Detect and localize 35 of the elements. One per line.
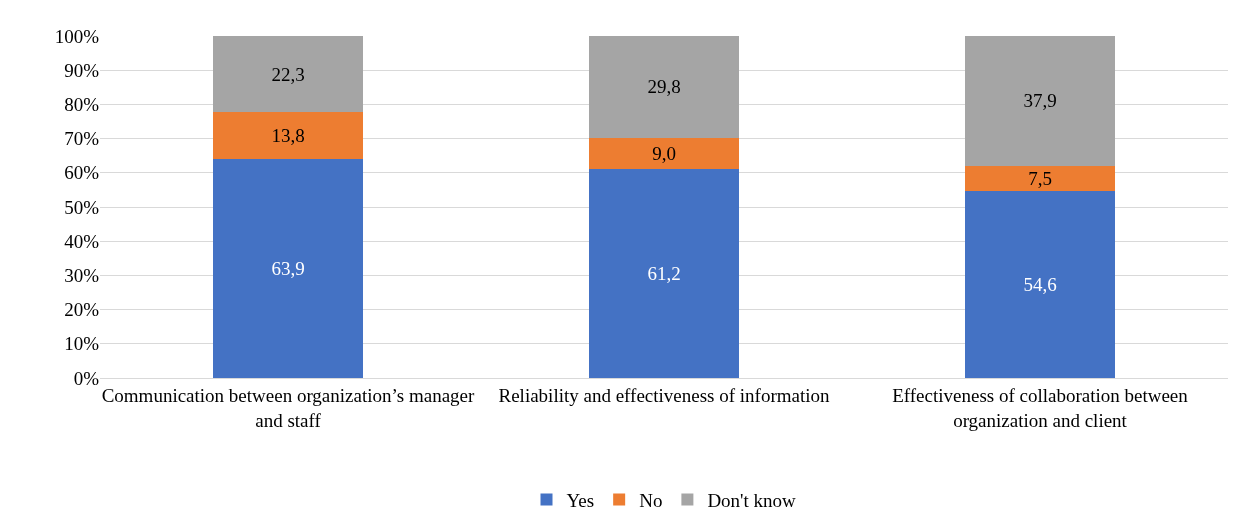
y-tick-label: 20% bbox=[64, 299, 100, 321]
x-tick-label: Effectiveness of collaboration between organization and client bbox=[892, 384, 1189, 431]
legend-label: No bbox=[639, 489, 663, 511]
y-tick-label: 90% bbox=[64, 59, 100, 81]
bar bbox=[212, 36, 364, 113]
y-tick-label: 60% bbox=[64, 162, 100, 184]
data-label: 61,2 bbox=[647, 262, 681, 284]
bar bbox=[964, 191, 1116, 378]
x-tick-label: Reliability and effectiveness of information bbox=[498, 384, 830, 406]
y-tick-label: 80% bbox=[64, 94, 100, 116]
data-label: 22,3 bbox=[271, 63, 305, 85]
bar bbox=[212, 112, 364, 160]
y-tick-label: 0% bbox=[73, 367, 100, 389]
y-tick-label: 100% bbox=[54, 25, 100, 47]
bar bbox=[588, 137, 740, 169]
y-tick-label: 40% bbox=[64, 230, 100, 252]
legend-label: Don't know bbox=[707, 489, 797, 511]
bar bbox=[588, 168, 740, 378]
y-tick-label: 30% bbox=[64, 265, 100, 287]
data-label: 63,9 bbox=[271, 258, 305, 280]
x-tick-label: Communication between organization’s manager and staff bbox=[101, 384, 476, 431]
data-label: 13,8 bbox=[271, 125, 305, 147]
data-label: 29,8 bbox=[647, 76, 681, 98]
data-label: 54,6 bbox=[1023, 274, 1057, 296]
y-tick-label: 50% bbox=[64, 196, 100, 218]
bar bbox=[588, 36, 740, 138]
legend-label: Yes bbox=[566, 489, 595, 511]
data-label: 7,5 bbox=[1028, 167, 1052, 189]
data-label: 37,9 bbox=[1023, 90, 1057, 112]
bar bbox=[964, 165, 1116, 192]
y-tick-label: 10% bbox=[64, 333, 100, 355]
data-label: 9,0 bbox=[652, 142, 676, 164]
y-tick-label: 70% bbox=[64, 128, 100, 150]
bar bbox=[212, 159, 364, 378]
bar bbox=[964, 36, 1116, 166]
